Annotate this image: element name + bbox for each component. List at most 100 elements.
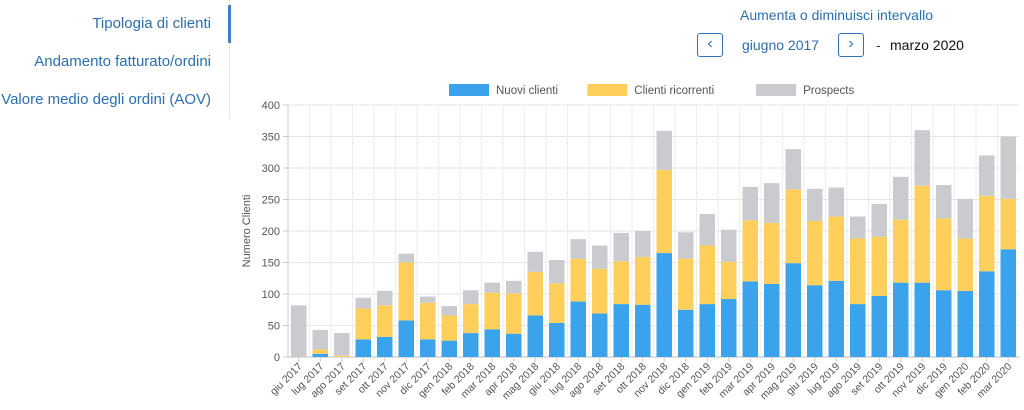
bar-segment[interactable]: [957, 198, 973, 239]
bar-segment[interactable]: [355, 297, 371, 309]
bar-segment[interactable]: [914, 282, 930, 357]
bar-segment[interactable]: [678, 309, 694, 357]
bar-segment[interactable]: [506, 293, 522, 334]
bar-segment[interactable]: [377, 336, 393, 357]
bar-segment[interactable]: [936, 185, 952, 219]
bar-segment[interactable]: [785, 189, 801, 264]
bar-segment[interactable]: [527, 315, 543, 357]
bar-segment[interactable]: [742, 281, 758, 357]
bar-segment[interactable]: [570, 301, 586, 357]
bar-segment[interactable]: [828, 187, 844, 217]
bar-segment[interactable]: [334, 333, 350, 356]
bar-segment[interactable]: [721, 299, 737, 357]
bar-segment[interactable]: [850, 304, 866, 357]
bar-segment[interactable]: [570, 258, 586, 302]
bar-segment[interactable]: [764, 222, 780, 284]
bar-segment[interactable]: [355, 308, 371, 340]
bar-segment[interactable]: [764, 283, 780, 357]
bar-segment[interactable]: [613, 261, 629, 305]
bar-segment[interactable]: [570, 239, 586, 259]
bar-segment[interactable]: [979, 271, 995, 357]
range-next-button[interactable]: ›: [838, 33, 864, 57]
bar-segment[interactable]: [979, 195, 995, 272]
bar-segment[interactable]: [312, 353, 328, 357]
bar-segment[interactable]: [656, 169, 672, 254]
bar-segment[interactable]: [441, 315, 457, 341]
bar-segment[interactable]: [398, 320, 414, 357]
bar-segment[interactable]: [957, 290, 973, 357]
range-prev-button[interactable]: ‹: [697, 33, 723, 57]
bar-segment[interactable]: [549, 322, 565, 357]
bar-segment[interactable]: [635, 304, 651, 357]
bar-segment[interactable]: [893, 219, 909, 283]
bar-segment[interactable]: [785, 149, 801, 190]
bar-segment[interactable]: [699, 304, 715, 357]
bar-segment[interactable]: [1000, 136, 1016, 199]
bar-segment[interactable]: [420, 296, 436, 303]
bar-segment[interactable]: [613, 232, 629, 262]
bar-segment[interactable]: [936, 290, 952, 357]
bar-segment[interactable]: [355, 339, 371, 357]
bar-segment[interactable]: [334, 355, 350, 357]
bar-segment[interactable]: [678, 258, 694, 310]
bar-segment[interactable]: [656, 130, 672, 170]
bar-segment[interactable]: [893, 282, 909, 357]
legend-item[interactable]: Prospects: [756, 84, 854, 97]
bar-segment[interactable]: [527, 271, 543, 316]
bar-segment[interactable]: [613, 304, 629, 357]
bar-segment[interactable]: [871, 295, 887, 357]
bar-segment[interactable]: [871, 236, 887, 296]
bar-segment[interactable]: [312, 349, 328, 354]
bar-segment[interactable]: [398, 253, 414, 263]
bar-segment[interactable]: [699, 245, 715, 305]
bar-segment[interactable]: [850, 216, 866, 239]
bar-segment[interactable]: [635, 256, 651, 305]
bar-segment[interactable]: [742, 220, 758, 282]
bar-segment[interactable]: [807, 285, 823, 357]
bar-segment[interactable]: [721, 261, 737, 300]
bar-segment[interactable]: [785, 263, 801, 357]
sidebar-item-tipologia-clienti[interactable]: Tipologia di clienti: [92, 15, 211, 32]
bar-segment[interactable]: [764, 183, 780, 223]
bar-segment[interactable]: [1000, 249, 1016, 357]
legend-item[interactable]: Nuovi clienti: [449, 84, 558, 97]
bar-segment[interactable]: [936, 218, 952, 291]
bar-segment[interactable]: [291, 305, 307, 357]
bar-segment[interactable]: [979, 155, 995, 196]
bar-segment[interactable]: [828, 280, 844, 357]
bar-segment[interactable]: [549, 283, 565, 323]
bar-segment[interactable]: [699, 213, 715, 246]
bar-segment[interactable]: [656, 253, 672, 357]
bar-segment[interactable]: [549, 259, 565, 284]
bar-segment[interactable]: [506, 280, 522, 294]
bar-segment[interactable]: [463, 333, 479, 357]
bar-segment[interactable]: [742, 186, 758, 221]
bar-segment[interactable]: [592, 268, 608, 314]
bar-segment[interactable]: [914, 185, 930, 283]
bar-segment[interactable]: [484, 292, 500, 330]
bar-segment[interactable]: [807, 188, 823, 221]
bar-segment[interactable]: [893, 176, 909, 220]
bar-segment[interactable]: [441, 340, 457, 357]
legend-item[interactable]: Clienti ricorrenti: [587, 84, 714, 97]
bar-segment[interactable]: [398, 262, 414, 321]
bar-segment[interactable]: [463, 304, 479, 334]
sidebar-item-valore-medio-ordini[interactable]: Valore medio degli ordini (AOV): [1, 91, 211, 108]
bar-segment[interactable]: [828, 216, 844, 281]
bar-segment[interactable]: [377, 290, 393, 306]
bar-segment[interactable]: [635, 231, 651, 257]
bar-segment[interactable]: [957, 238, 973, 291]
bar-segment[interactable]: [807, 220, 823, 286]
bar-segment[interactable]: [871, 203, 887, 237]
bar-segment[interactable]: [377, 305, 393, 337]
bar-segment[interactable]: [312, 329, 328, 350]
bar-segment[interactable]: [721, 229, 737, 262]
bar-segment[interactable]: [441, 305, 457, 316]
bar-segment[interactable]: [463, 290, 479, 305]
bar-segment[interactable]: [678, 232, 694, 259]
bar-segment[interactable]: [420, 302, 436, 340]
bar-segment[interactable]: [420, 339, 436, 357]
bar-segment[interactable]: [592, 245, 608, 269]
bar-segment[interactable]: [914, 130, 930, 186]
bar-segment[interactable]: [527, 251, 543, 272]
